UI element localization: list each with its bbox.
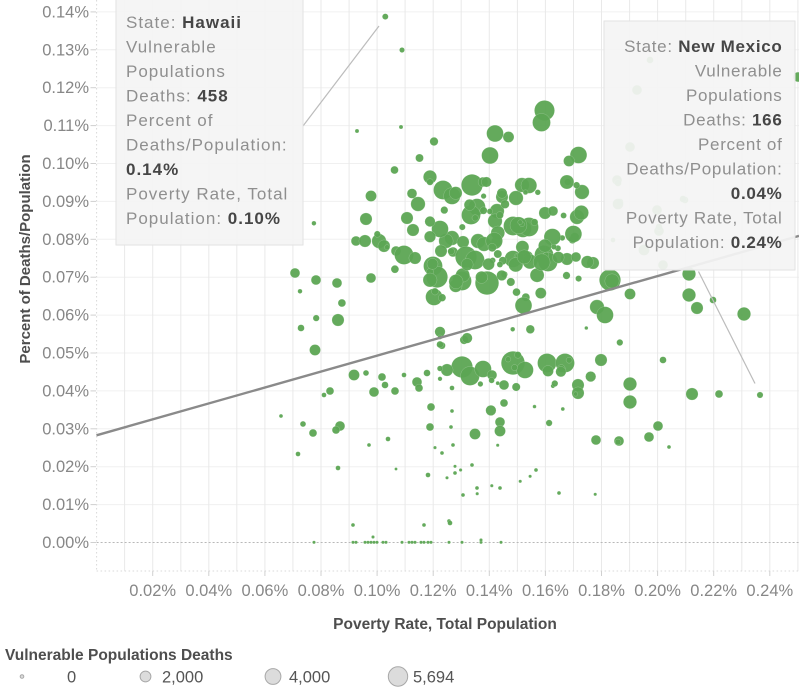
svg-text:0.06%: 0.06%	[242, 582, 289, 600]
svg-text:Populations: Populations	[126, 62, 226, 81]
svg-text:Poverty Rate, Total Population: Poverty Rate, Total Population	[333, 616, 557, 633]
svg-text:0.02%: 0.02%	[129, 582, 176, 600]
svg-text:0.03%: 0.03%	[42, 420, 89, 438]
svg-text:0.00%: 0.00%	[42, 534, 89, 552]
svg-text:Deaths/Population:: Deaths/Population:	[626, 159, 782, 178]
svg-text:0.20%: 0.20%	[634, 582, 681, 600]
svg-text:Deaths/Population:: Deaths/Population:	[126, 136, 288, 155]
svg-text:Vulnerable Populations Deaths: Vulnerable Populations Deaths	[5, 647, 233, 664]
svg-text:0.10%: 0.10%	[354, 582, 401, 600]
svg-text:0.01%: 0.01%	[42, 496, 89, 514]
svg-text:0.04%: 0.04%	[185, 582, 232, 600]
svg-text:0.11%: 0.11%	[43, 117, 89, 135]
svg-text:0.09%: 0.09%	[42, 193, 89, 211]
svg-text:Vulnerable: Vulnerable	[126, 38, 217, 57]
svg-text:0.13%: 0.13%	[42, 41, 89, 59]
svg-text:0.05%: 0.05%	[42, 345, 89, 363]
svg-text:0.12%: 0.12%	[42, 79, 89, 97]
svg-text:Vulnerable: Vulnerable	[695, 61, 783, 80]
svg-text:0.14%: 0.14%	[466, 582, 513, 600]
svg-text:4,000: 4,000	[289, 669, 330, 687]
svg-text:0.24%: 0.24%	[746, 582, 793, 600]
svg-text:0.06%: 0.06%	[42, 307, 89, 325]
svg-text:0.16%: 0.16%	[522, 582, 569, 600]
svg-text:0.18%: 0.18%	[578, 582, 625, 600]
svg-text:0.07%: 0.07%	[42, 269, 89, 287]
svg-text:Deaths: 458: Deaths: 458	[126, 87, 229, 106]
svg-text:Percent of: Percent of	[126, 111, 214, 130]
svg-text:Populations: Populations	[686, 86, 783, 105]
svg-text:0: 0	[67, 669, 76, 687]
svg-text:0.08%: 0.08%	[42, 231, 89, 249]
svg-text:0.10%: 0.10%	[42, 155, 89, 173]
svg-text:0.04%: 0.04%	[42, 382, 89, 400]
svg-text:Population: 0.10%: Population: 0.10%	[126, 209, 281, 228]
svg-text:0.12%: 0.12%	[410, 582, 457, 600]
svg-text:2,000: 2,000	[162, 669, 203, 687]
svg-text:Poverty Rate, Total: Poverty Rate, Total	[126, 185, 288, 204]
svg-text:Percent of Deaths/Population: Percent of Deaths/Population	[17, 154, 34, 363]
svg-text:0.08%: 0.08%	[298, 582, 345, 600]
svg-text:0.04%: 0.04%	[731, 184, 783, 203]
svg-text:0.02%: 0.02%	[42, 458, 89, 476]
svg-text:Deaths: 166: Deaths: 166	[683, 110, 782, 129]
svg-text:State: Hawaii: State: Hawaii	[126, 13, 242, 32]
svg-text:Percent of: Percent of	[698, 135, 783, 154]
svg-text:0.22%: 0.22%	[690, 582, 737, 600]
svg-text:5,694: 5,694	[413, 669, 454, 687]
svg-text:0.14%: 0.14%	[126, 160, 179, 179]
svg-text:Poverty Rate, Total: Poverty Rate, Total	[626, 208, 783, 227]
svg-text:State: New Mexico: State: New Mexico	[624, 37, 782, 56]
svg-text:0.14%: 0.14%	[42, 3, 89, 21]
svg-text:Population: 0.24%: Population: 0.24%	[633, 233, 783, 252]
